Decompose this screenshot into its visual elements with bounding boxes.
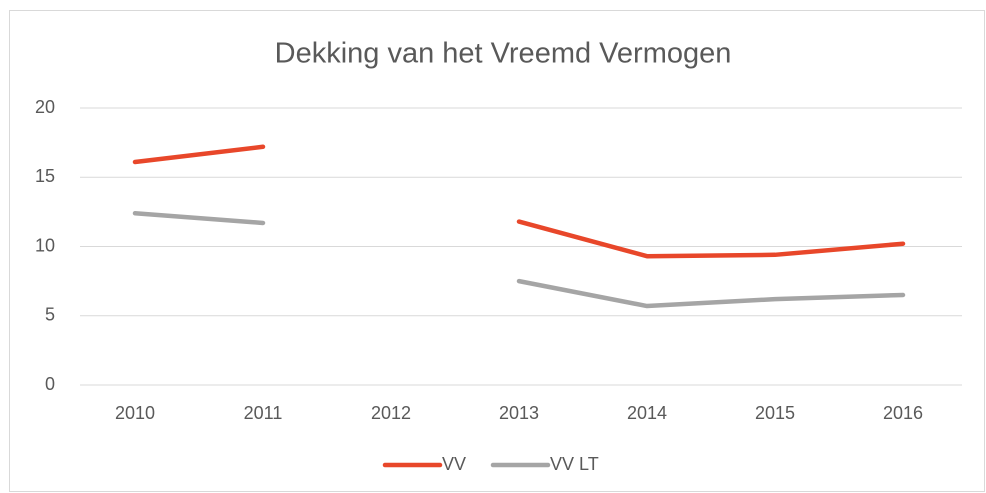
x-tick-label: 2016 — [883, 403, 923, 423]
legend-label: VV — [442, 454, 466, 474]
x-tick-label: 2015 — [755, 403, 795, 423]
x-tick-label: 2014 — [627, 403, 667, 423]
y-tick-label: 15 — [35, 166, 55, 186]
y-tick-label: 0 — [45, 374, 55, 394]
y-tick-label: 10 — [35, 235, 55, 255]
x-tick-label: 2012 — [371, 403, 411, 423]
x-tick-label: 2010 — [115, 403, 155, 423]
chart-title: Dekking van het Vreemd Vermogen — [275, 38, 732, 70]
legend-label: VV LT — [550, 454, 599, 474]
x-tick-label: 2011 — [244, 403, 283, 423]
y-tick-label: 20 — [35, 97, 55, 117]
series-line — [132, 144, 906, 259]
y-tick-label: 5 — [45, 305, 55, 325]
series-line — [132, 211, 906, 309]
x-tick-label: 2013 — [499, 403, 539, 423]
